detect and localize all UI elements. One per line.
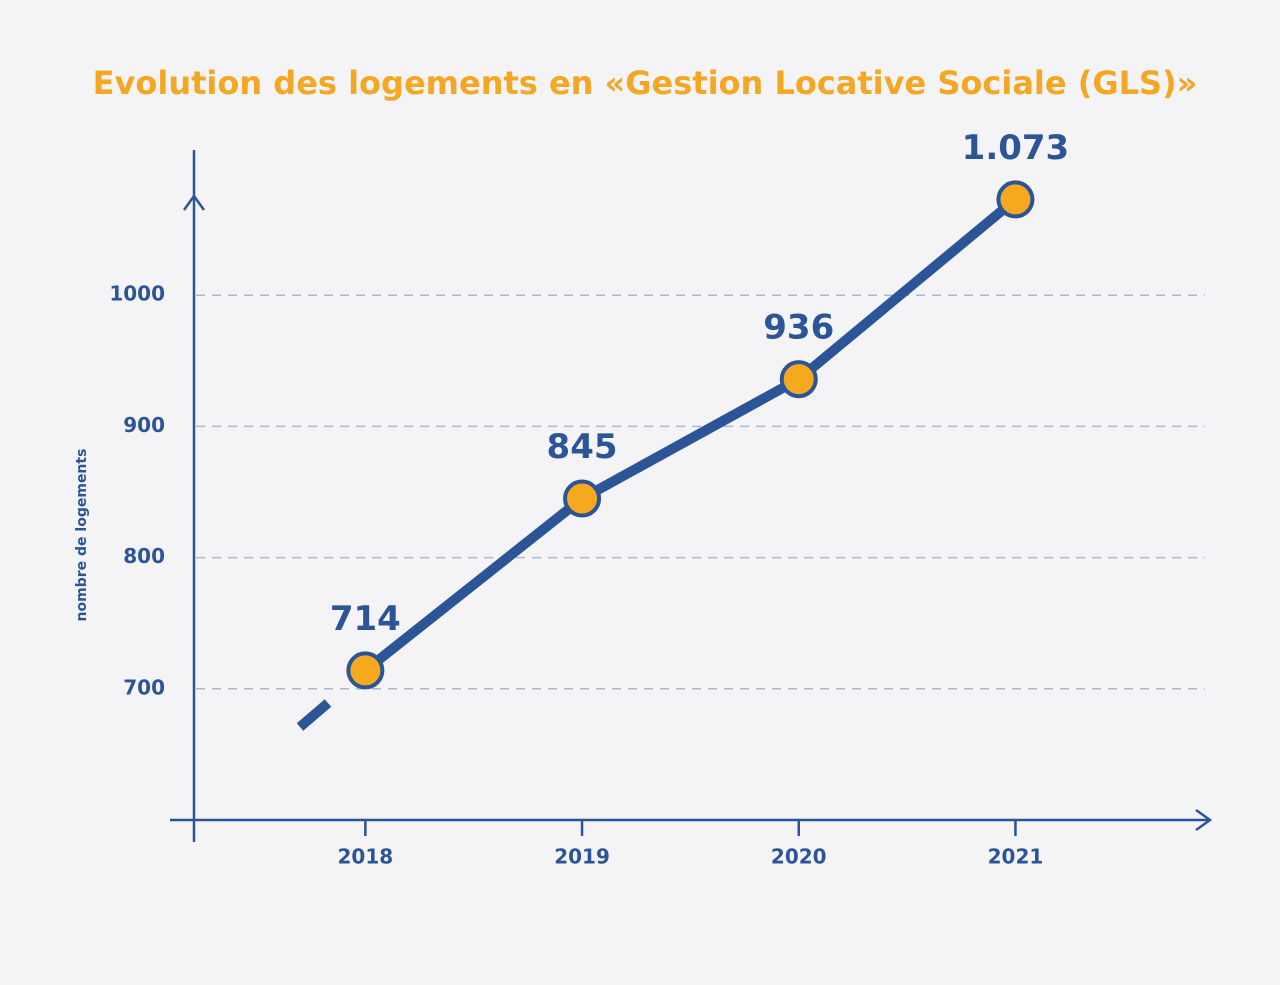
x-tick-label: 2021 [988,845,1044,869]
y-tick-label: 1000 [109,282,165,306]
y-tick-label: 700 [123,675,165,699]
data-point [346,651,385,690]
x-tick-label: 2018 [338,845,394,869]
y-tick-label: 900 [123,413,165,437]
x-tick-label: 2020 [771,845,827,869]
value-label: 714 [330,599,401,639]
line [362,195,1019,675]
data-point [563,479,602,518]
data-point [779,360,818,399]
value-label: 845 [547,427,618,467]
x-axis-arrow [1195,808,1213,832]
marks [346,180,1035,690]
lead-in-dash [296,699,332,731]
value-label: 1.073 [962,128,1070,168]
data-point [996,180,1035,219]
y-tick-label: 800 [123,544,165,568]
grid [196,294,1205,690]
value-label: 936 [763,308,834,348]
y-axis-arrow [182,193,206,211]
chart-title: Evolution des logements en «Gestion Loca… [93,64,1198,102]
x-tick-label: 2019 [554,845,610,869]
y-axis-label: nombre de logements [74,449,90,622]
